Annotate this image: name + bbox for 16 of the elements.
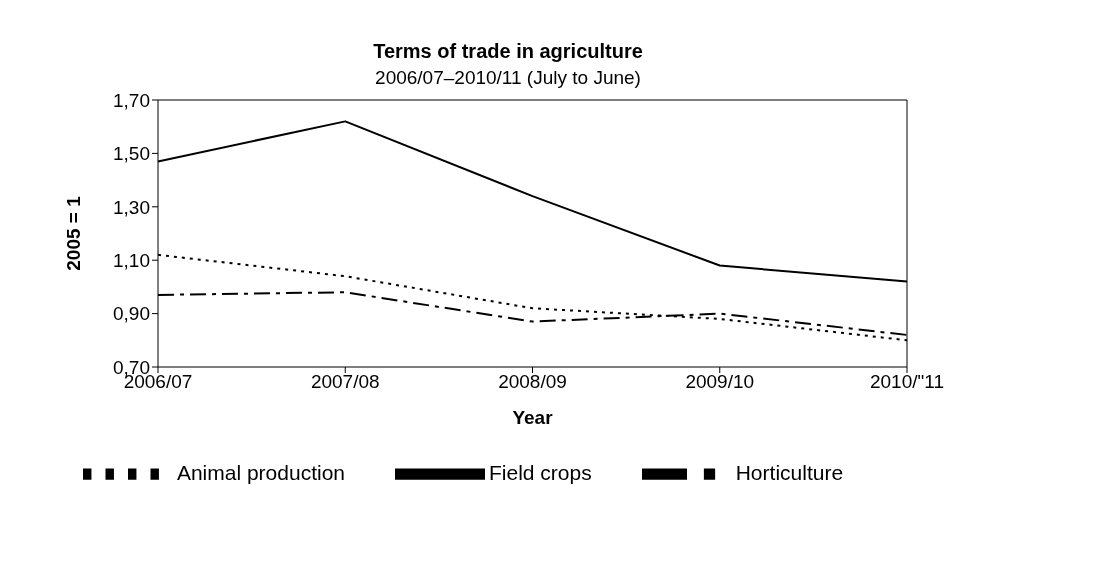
y-tick-label: 0,90 [113, 303, 150, 325]
x-axis-title: Year [512, 407, 554, 428]
x-tick-label: 2009/10 [685, 371, 755, 393]
x-tick-label: 2007/08 [310, 371, 380, 393]
chart-subtitle: 2006/07–2010/11 (July to June) [374, 67, 642, 89]
x-tick-label: 2008/09 [498, 371, 567, 393]
x-tick-label: 2010/"11 [869, 371, 945, 393]
y-axis-title: 2005 = 1 [62, 195, 84, 271]
legend-label: Animal production [176, 460, 345, 484]
chart-title: Terms of trade in agriculture [372, 40, 644, 63]
legend-label: Field crops [489, 460, 592, 484]
y-tick-label: 1,70 [113, 89, 150, 111]
legend-label: Horticulture [735, 460, 844, 484]
y-tick-label: 1,30 [113, 196, 150, 218]
y-tick-label: 1,10 [113, 249, 150, 271]
y-tick-label: 1,50 [113, 143, 150, 165]
